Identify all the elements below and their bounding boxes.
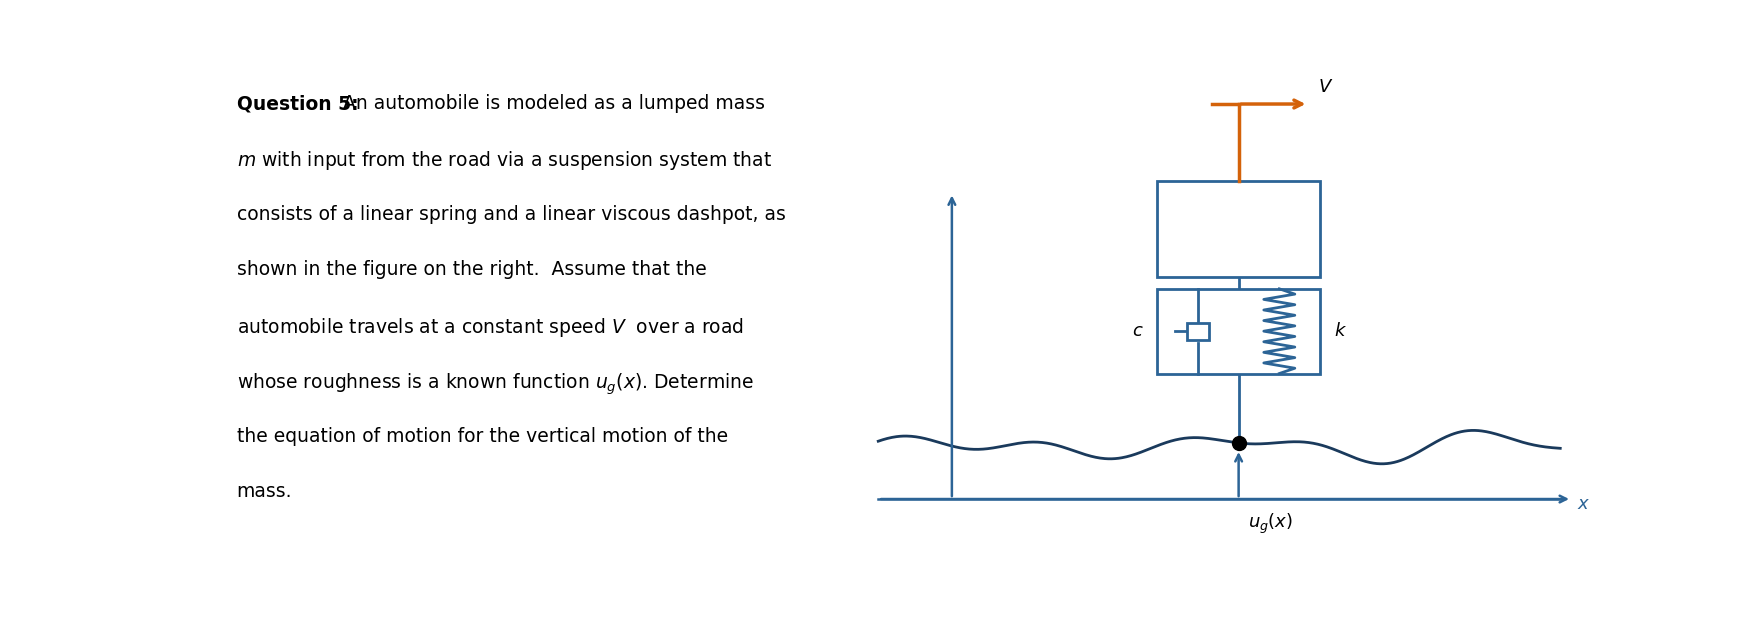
Bar (1157, 289, 1320, 374)
Bar (1186, 323, 1207, 340)
Text: $m$: $m$ (1225, 215, 1251, 243)
Text: $m$ with input from the road via a suspension system that: $m$ with input from the road via a suspe… (237, 150, 770, 173)
Text: consists of a linear spring and a linear viscous dashpot, as: consists of a linear spring and a linear… (237, 205, 784, 224)
Text: $V$: $V$ (1316, 78, 1332, 97)
Text: $u_g(x)$: $u_g(x)$ (1248, 511, 1292, 536)
Text: $c$: $c$ (1130, 322, 1143, 340)
Text: automobile travels at a constant speed $V$  over a road: automobile travels at a constant speed $… (237, 316, 742, 339)
Text: An automobile is modeled as a lumped mass: An automobile is modeled as a lumped mas… (337, 94, 765, 113)
Text: whose roughness is a known function $u_g(x)$. Determine: whose roughness is a known function $u_g… (237, 371, 753, 397)
Bar (1157, 181, 1320, 277)
Text: $k$: $k$ (1334, 322, 1346, 340)
Text: the equation of motion for the vertical motion of the: the equation of motion for the vertical … (237, 427, 727, 445)
Text: shown in the figure on the right.  Assume that the: shown in the figure on the right. Assume… (237, 260, 706, 279)
Text: Question 5:: Question 5: (237, 94, 358, 113)
Text: $x$: $x$ (1576, 495, 1590, 513)
Text: mass.: mass. (237, 482, 291, 501)
